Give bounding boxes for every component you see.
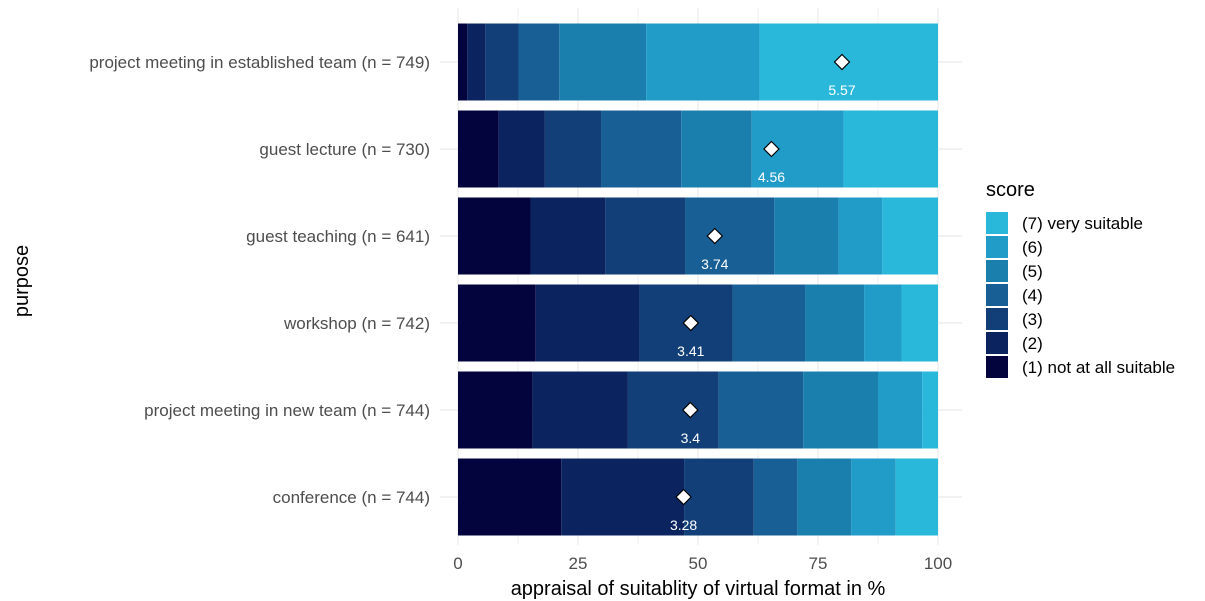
legend-swatch [986, 236, 1008, 258]
mean-marker [763, 140, 780, 158]
mean-markers: 5.57 4.56 3.74 3.41 3.4 3.28 [670, 53, 856, 533]
legend-label: (1) not at all suitable [1022, 358, 1175, 377]
bar-segment [535, 284, 640, 362]
mean-label: 4.56 [758, 169, 785, 185]
y-tick-labels: project meeting in established team (n =… [89, 53, 430, 507]
x-tick-label: 100 [924, 554, 952, 573]
y-tick-label: workshop (n = 742) [283, 314, 430, 333]
bar-segment [485, 23, 519, 101]
bar-segment [498, 110, 545, 188]
bar-segment [882, 197, 938, 275]
bar-segment [646, 23, 760, 101]
bar-segment [797, 458, 852, 536]
legend-label: (2) [1022, 334, 1043, 353]
x-tick-label: 25 [569, 554, 588, 573]
bar-segment [718, 371, 804, 449]
mean-label: 3.41 [677, 343, 704, 359]
bar-segment [530, 197, 606, 275]
x-tick-labels: 0 25 50 75 100 [453, 554, 952, 573]
legend-swatch [986, 332, 1008, 354]
mean-label: 3.4 [681, 430, 701, 446]
x-tick-label: 75 [809, 554, 828, 573]
legend-label: (6) [1022, 238, 1043, 257]
bar-segment [458, 371, 533, 449]
bar-segment [601, 110, 682, 188]
mean-marker [682, 314, 700, 332]
mean-marker [833, 53, 851, 71]
bar-segment [627, 371, 719, 449]
bar-segment [458, 284, 536, 362]
mean-marker [675, 488, 692, 506]
bar-segment [458, 23, 468, 101]
bar-segment [901, 284, 938, 362]
bar-segment [685, 197, 775, 275]
legend-label: (7) very suitable [1022, 214, 1143, 233]
bar-segment [561, 458, 685, 536]
y-tick-label: conference (n = 744) [273, 488, 430, 507]
bar-segment [458, 458, 562, 536]
bar-segment [458, 110, 499, 188]
bar-segment [922, 371, 938, 449]
bar-segment [864, 284, 902, 362]
mean-marker [681, 401, 699, 419]
mean-label: 5.57 [828, 82, 855, 98]
legend-swatch [986, 308, 1008, 330]
bar-segment [843, 110, 938, 188]
bar-segment [878, 371, 923, 449]
bar-segment [774, 197, 839, 275]
bar-segment [605, 197, 686, 275]
bar-segment [518, 23, 560, 101]
mean-label: 3.74 [701, 256, 728, 272]
bar-segment [803, 371, 878, 449]
bar-segment [467, 23, 486, 101]
bar-segment [681, 110, 752, 188]
x-axis-title: appraisal of suitablity of virtual forma… [511, 578, 886, 600]
bar-segment [838, 197, 883, 275]
bar-segment [805, 284, 865, 362]
bar-segment [458, 197, 531, 275]
legend: score (7) very suitable (6) (5) (4) (3) (2) (1… [986, 179, 1175, 378]
y-tick-label: guest teaching (n = 641) [246, 227, 430, 246]
bar-segment [532, 371, 628, 449]
y-axis-title: purpose [11, 245, 33, 317]
bar-segment [753, 458, 798, 536]
bar-segment [851, 458, 896, 536]
y-tick-label: guest lecture (n = 730) [259, 140, 430, 159]
mean-label: 3.28 [670, 517, 697, 533]
legend-swatch [986, 260, 1008, 282]
bar-segment [895, 458, 938, 536]
bar-segment [559, 23, 647, 101]
legend-swatch [986, 212, 1008, 234]
x-tick-label: 0 [453, 554, 462, 573]
y-tick-label: project meeting in established team (n =… [89, 53, 430, 72]
legend-swatch [986, 284, 1008, 306]
bar-segment [544, 110, 602, 188]
bars [458, 23, 938, 536]
mean-marker [706, 227, 724, 245]
bar-segment [732, 284, 806, 362]
bar-segment [684, 458, 754, 536]
legend-label: (3) [1022, 310, 1043, 329]
legend-swatch [986, 356, 1008, 378]
y-tick-label: project meeting in new team (n = 744) [144, 401, 430, 420]
legend-title: score [986, 179, 1035, 201]
x-tick-label: 50 [689, 554, 708, 573]
legend-label: (5) [1022, 262, 1043, 281]
legend-label: (4) [1022, 286, 1043, 305]
